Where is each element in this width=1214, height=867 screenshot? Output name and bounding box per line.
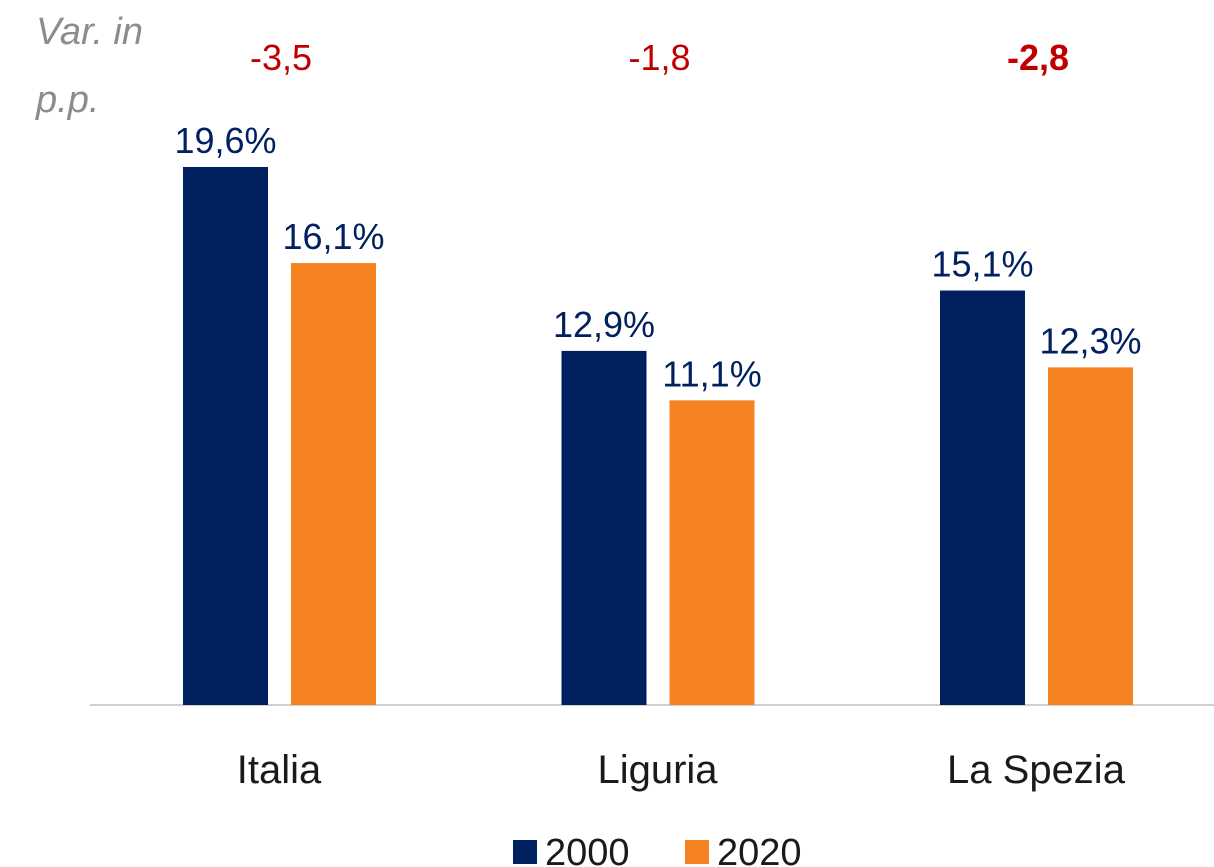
legend-label: 2000 [545, 832, 630, 867]
difference-label: -1,8 [628, 37, 690, 78]
x-tick-label: La Spezia [947, 748, 1126, 792]
bar [940, 290, 1025, 705]
difference-label: -2,8 [1007, 37, 1069, 78]
data-label: 15,1% [931, 244, 1033, 285]
data-label: 19,6% [174, 120, 276, 161]
legend-label: 2020 [717, 832, 802, 867]
note-line: Var. in [36, 11, 143, 53]
note-line: p.p. [35, 79, 99, 121]
x-tick-label: Italia [237, 748, 322, 792]
data-label: 12,3% [1039, 320, 1141, 361]
data-label: 12,9% [553, 304, 655, 345]
data-label: 11,1% [662, 353, 761, 394]
difference-label: -3,5 [250, 37, 312, 78]
bar [291, 263, 376, 705]
bar [1048, 367, 1133, 705]
bar [669, 400, 755, 705]
data-label: 16,1% [282, 216, 384, 257]
bar [561, 350, 647, 705]
legend-swatch [513, 840, 537, 864]
legend-swatch [685, 840, 709, 864]
bar [183, 167, 268, 705]
x-tick-label: Liguria [597, 748, 718, 792]
